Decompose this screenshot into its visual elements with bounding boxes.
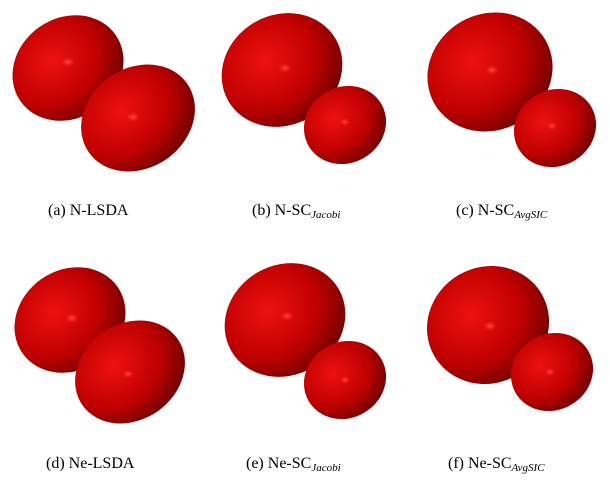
caption-name: Ne-LSDA [68,455,135,472]
caption-name: N-SC [274,202,312,219]
caption-label: (f) [448,455,464,472]
caption-d: (d) Ne-LSDA [46,455,134,473]
highlight-spot [340,376,350,384]
caption-c: (c) N-SCAvgSIC [456,202,547,221]
orbital-panel-e [224,263,387,420]
caption-name: N-LSDA [69,202,129,219]
caption-label: (b) [252,202,271,219]
highlight-spot [547,122,557,130]
orbital-panel-c [427,12,597,168]
caption-a: (a) N-LSDA [48,202,128,220]
highlight-spot [278,63,292,73]
highlight-spot [65,313,79,323]
caption-label: (e) [246,455,264,472]
caption-label: (c) [456,202,474,219]
highlight-spot [340,118,350,126]
highlight-spot [280,311,294,321]
caption-b: (b) N-SCJacobi [252,202,340,221]
caption-label: (d) [46,455,65,472]
orbital-panel-a [12,15,195,172]
caption-subscript: AvgSIC [514,209,548,221]
highlight-spot [545,368,555,376]
caption-name: Ne-SC [467,455,512,472]
caption-f: (f) Ne-SCAvgSIC [448,455,545,474]
caption-subscript: Jacobi [311,209,341,221]
caption-e: (e) Ne-SCJacobi [246,455,341,474]
highlight-spot [126,112,140,122]
caption-subscript: Jacobi [311,462,341,474]
orbital-panel-f [426,265,594,412]
caption-name: Ne-SC [267,455,312,472]
highlight-spot [61,57,75,67]
highlight-spot [122,370,134,378]
orbital-panel-b [221,13,387,165]
caption-label: (a) [48,202,66,219]
orbital-panel-d [14,267,185,424]
caption-name: N-SC [477,202,515,219]
highlight-spot [483,321,497,331]
caption-subscript: AvgSIC [511,462,545,474]
highlight-spot [485,65,499,75]
